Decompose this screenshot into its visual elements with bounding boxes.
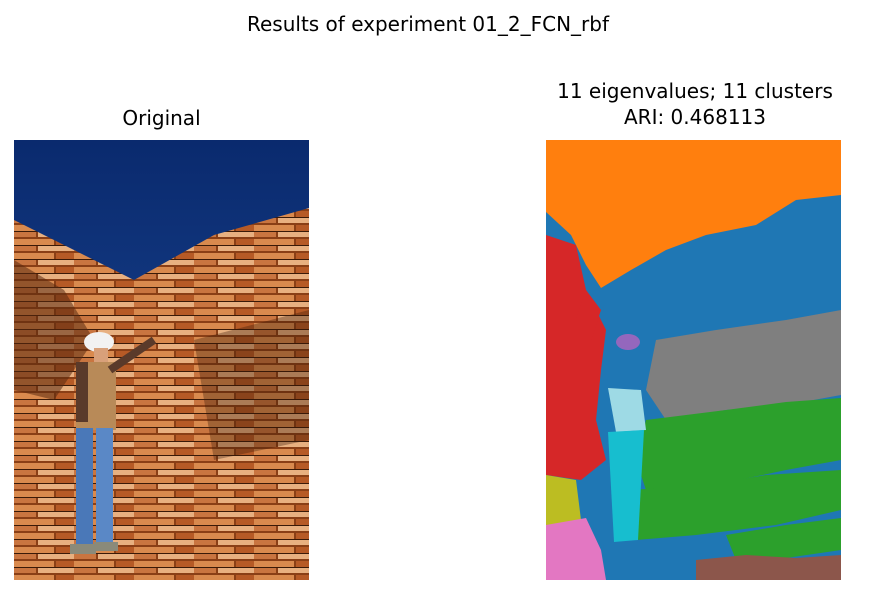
original-photo-drawing [14, 140, 309, 580]
figure-title: Results of experiment 01_2_FCN_rbf [246, 12, 609, 36]
original-image [14, 140, 309, 580]
ari-score-label: ARI: 0.468113 [623, 105, 766, 129]
cluster-map-drawing [546, 140, 841, 580]
cluster-map-image [546, 140, 841, 580]
original-panel-title: Original [122, 106, 201, 130]
eigenvalues-clusters-label: 11 eigenvalues; 11 clusters [557, 79, 833, 103]
clustering-panel-title: 11 eigenvalues; 11 clusters ARI: 0.46811… [500, 78, 881, 130]
